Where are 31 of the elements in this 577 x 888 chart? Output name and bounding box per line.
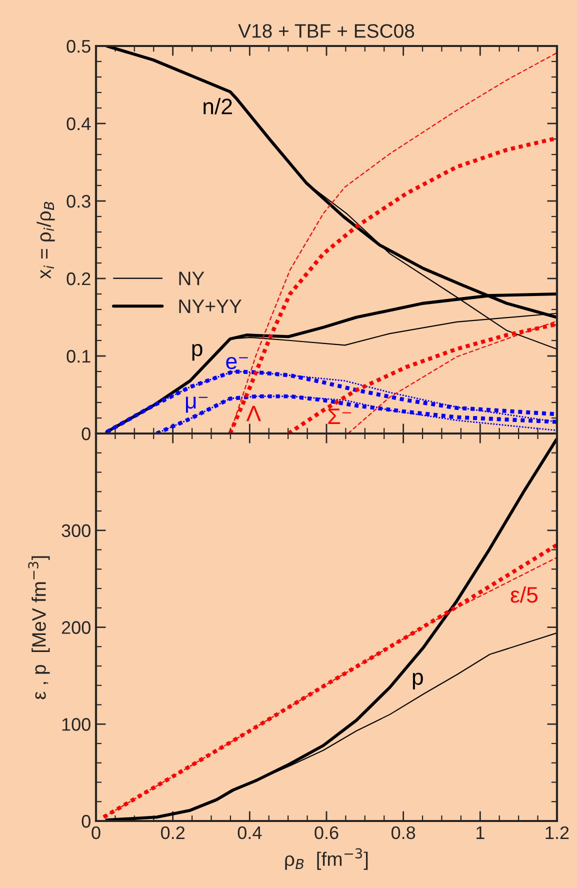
- legend-label: NY+YY: [179, 300, 242, 313]
- series-label: p: [192, 344, 202, 361]
- y-tick-label: 0.3: [66, 194, 90, 208]
- y-tick-label: 0: [82, 427, 90, 440]
- series-label: Σ⁻: [328, 408, 352, 424]
- legend-label: NY: [179, 272, 204, 286]
- y-tick-label: 0.4: [66, 117, 91, 130]
- x-tick-label: 1.2: [546, 826, 569, 839]
- y-tick-label: 0.2: [66, 272, 90, 286]
- x-tick-label: 0.8: [391, 826, 416, 840]
- series-label: n/2: [204, 98, 232, 114]
- y-axis-title: x$_{i}$ = ρ$_{i}$/ρ$_{B}$: [36, 202, 55, 279]
- series-label: p: [412, 672, 423, 690]
- x-tick-label: 0.2: [160, 826, 184, 840]
- y-tick-label: 0.1: [66, 350, 90, 363]
- chart-title: V18 + TBF + ESC08: [238, 24, 414, 38]
- x-axis-title: ρ$_{B}$ [fm$^{−3}$]: [285, 848, 368, 870]
- y-axis-title: ε , p [MeV fm$^{−3}$]: [28, 556, 50, 700]
- x-tick-label: 0.4: [238, 826, 262, 840]
- y-tick-label: 200: [62, 621, 90, 634]
- y-tick-label: 0.5: [66, 40, 90, 53]
- series-label: e⁻: [226, 356, 248, 370]
- y-tick-label: 0: [82, 814, 90, 828]
- series-label: μ⁻: [186, 396, 208, 413]
- x-tick-label: 1: [476, 826, 484, 839]
- series-label: Λ: [246, 406, 261, 422]
- x-tick-label: 0: [92, 826, 100, 840]
- x-tick-label: 0.6: [314, 826, 338, 840]
- y-tick-label: 300: [62, 524, 90, 538]
- series-label: ε/5: [510, 586, 538, 603]
- y-tick-label: 100: [62, 718, 90, 731]
